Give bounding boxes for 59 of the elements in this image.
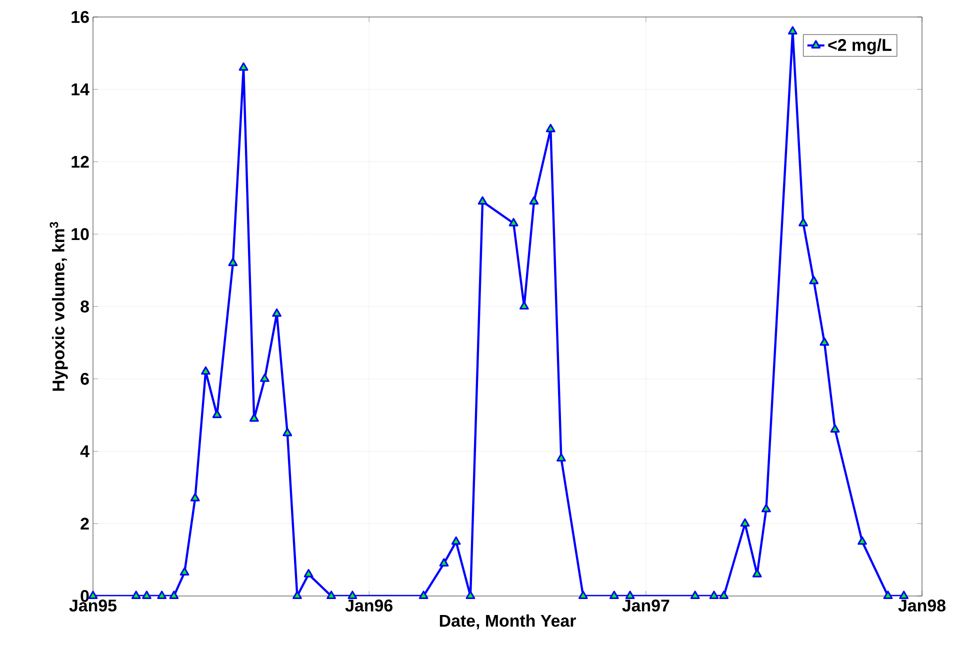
point: [292, 590, 302, 600]
y-axis-title: Hypoxic volume, km$^{3}$: [50, 222, 68, 391]
point: [142, 590, 152, 600]
point: [201, 366, 210, 375]
point: [439, 558, 449, 566]
point: [508, 218, 518, 226]
point: [883, 590, 893, 600]
x-tick-label: Jan95: [69, 600, 117, 612]
point: [451, 536, 461, 545]
point: [719, 590, 729, 600]
point: [190, 492, 200, 502]
point: [282, 428, 292, 436]
point: [609, 590, 619, 600]
point: [788, 26, 798, 35]
point: [272, 308, 282, 317]
point: [478, 196, 488, 205]
point: [546, 124, 556, 132]
point: [820, 337, 830, 346]
point: [238, 62, 248, 71]
point: [228, 258, 238, 266]
point: [418, 590, 428, 600]
y-tick-label: 0: [80, 590, 89, 602]
point: [260, 374, 270, 382]
point: [157, 590, 167, 600]
y-tick-label: 4: [80, 445, 90, 458]
legend-label: <2 mg/L: [828, 38, 892, 54]
point: [690, 590, 700, 600]
point: [169, 590, 179, 600]
y-tick-label: 14: [72, 84, 90, 96]
y-tick-label: 16: [72, 10, 89, 23]
point: [304, 568, 314, 578]
x-tick-label: Jan98: [898, 600, 946, 612]
point: [625, 590, 635, 600]
y-tick-label: 10: [72, 228, 89, 240]
point: [858, 536, 867, 545]
point: [529, 196, 539, 205]
point: [740, 518, 750, 527]
point: [556, 453, 566, 462]
point: [180, 567, 190, 576]
point: [348, 590, 358, 600]
y-tick-label: 2: [80, 518, 89, 530]
point: [798, 218, 808, 226]
x-axis-title: Date, Month Year: [440, 614, 576, 630]
x-tick-label: Jan96: [345, 600, 392, 612]
point: [131, 590, 141, 600]
point: [519, 301, 529, 310]
y-tick-label: 12: [72, 156, 89, 168]
y-tick-label: 8: [80, 300, 89, 312]
point: [249, 413, 259, 422]
point: [466, 590, 476, 600]
point: [326, 590, 336, 600]
point: [830, 424, 840, 433]
x-tick-label: Jan97: [622, 600, 670, 612]
point: [578, 590, 588, 600]
point: [709, 590, 719, 600]
y-tick-label: 6: [80, 372, 89, 385]
point: [809, 276, 819, 284]
point: [761, 504, 771, 512]
point: [899, 590, 909, 600]
